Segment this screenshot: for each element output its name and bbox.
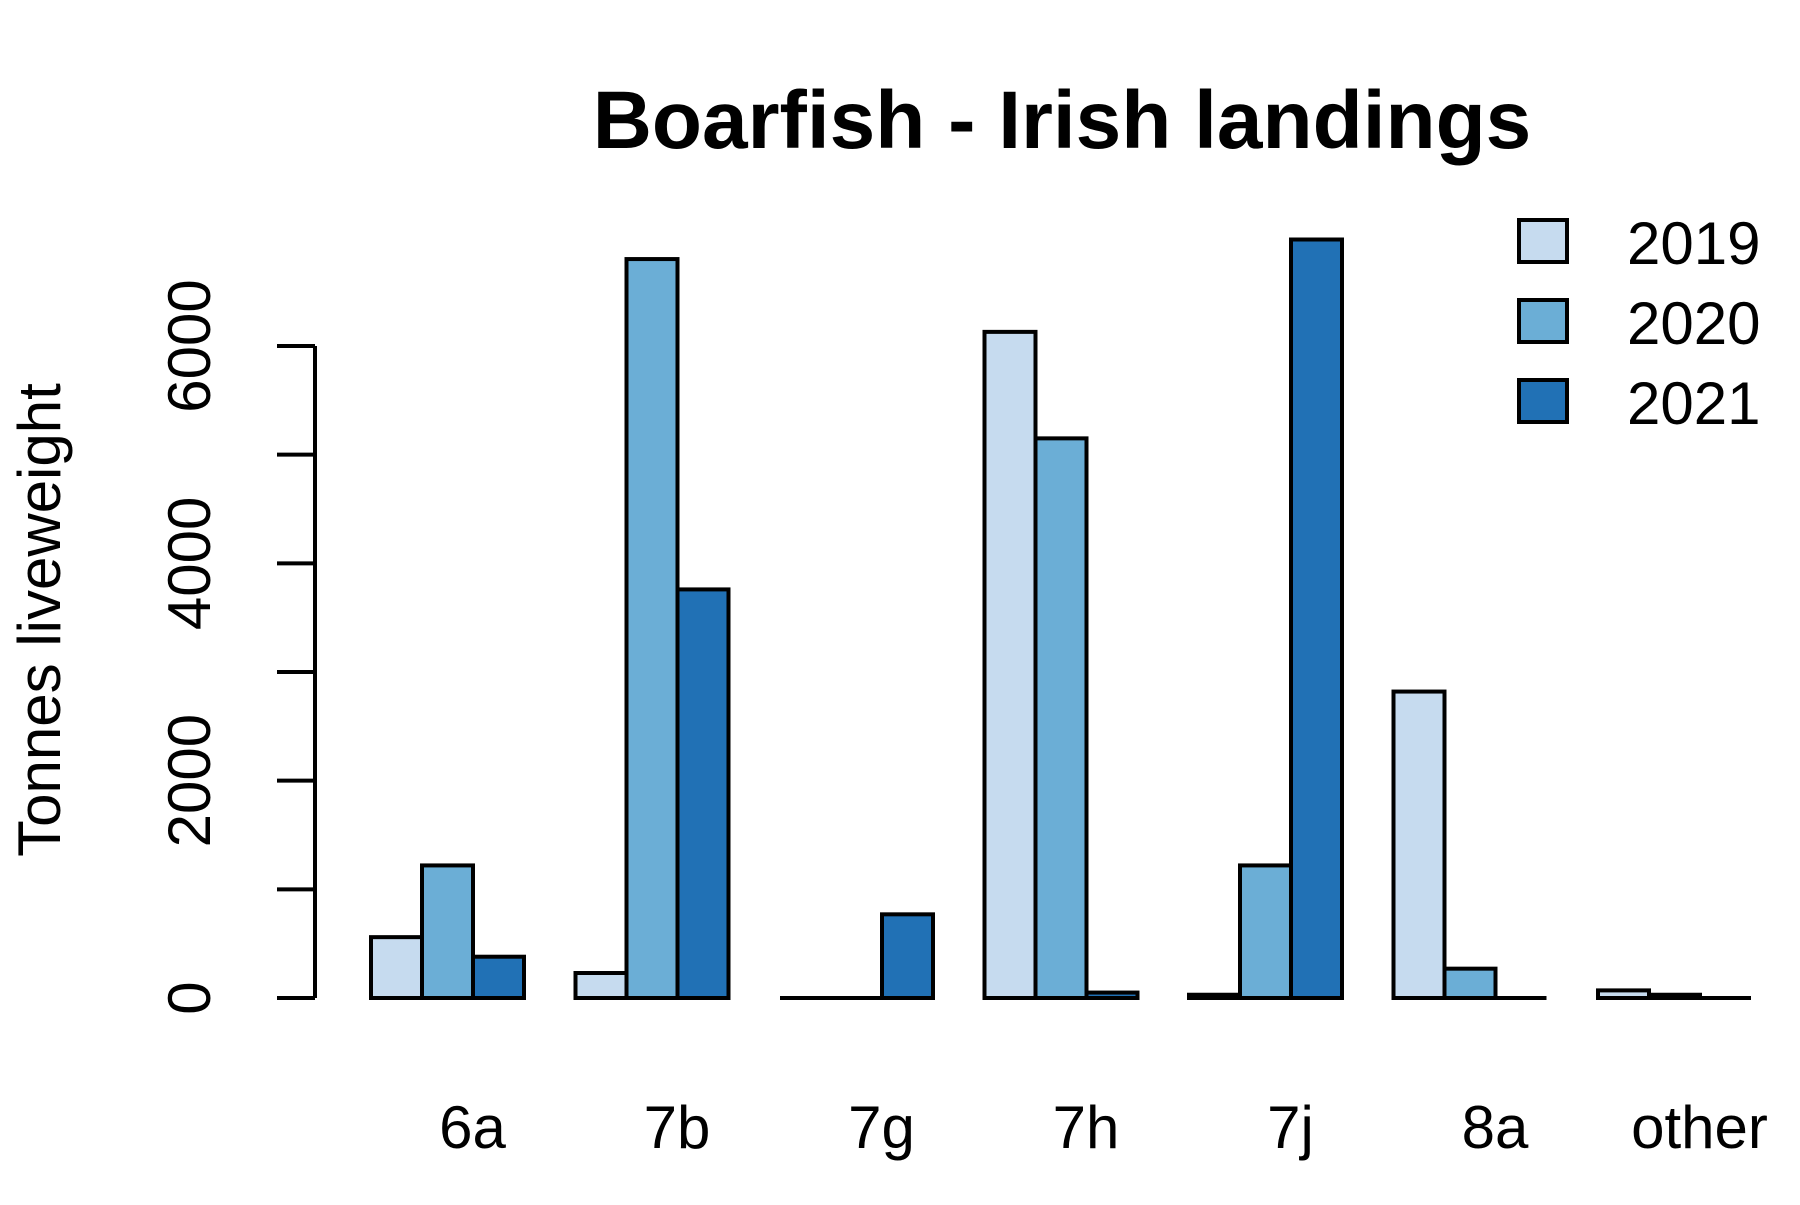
bars-group xyxy=(369,237,1751,1001)
bar-7j-2021 xyxy=(1289,237,1344,1001)
y-tick-label: 6000 xyxy=(156,279,223,412)
legend-swatch-2020 xyxy=(1517,298,1569,344)
bar-7h-2020 xyxy=(1033,436,1089,1001)
bar-other-2019 xyxy=(1596,988,1651,1000)
bar-7b-2020 xyxy=(624,257,680,1001)
x-tick-label: 7b xyxy=(644,1094,711,1161)
y-tick-label: 2000 xyxy=(156,714,223,847)
bar-group-7b xyxy=(573,257,731,1001)
y-tick-label: 4000 xyxy=(156,497,223,630)
bar-group-6a xyxy=(369,863,526,1001)
legend-swatch-2021 xyxy=(1517,378,1569,424)
chart-title: Boarfish - Irish landings xyxy=(593,75,1532,166)
bar-8a-2020 xyxy=(1442,966,1498,1000)
bar-7j-2019 xyxy=(1187,992,1242,1000)
legend-label: 2021 xyxy=(1627,370,1760,437)
x-tick-label: 7g xyxy=(848,1094,915,1161)
legend-swatch-2019 xyxy=(1517,218,1569,264)
bar-group-7j xyxy=(1187,237,1344,1001)
x-axis-labels: 6a 7b 7g 7h 7j 8a other xyxy=(439,1094,1768,1161)
y-axis: 0 2000 4000 6000 xyxy=(156,279,317,1015)
legend-label: 2020 xyxy=(1627,290,1760,357)
bar-other-2020 xyxy=(1647,992,1702,1000)
x-tick-label: other xyxy=(1631,1094,1768,1161)
bar-group-7g xyxy=(780,912,935,1000)
bar-6a-2020 xyxy=(420,863,475,1001)
x-tick-label: 8a xyxy=(1462,1094,1529,1161)
legend-label: 2019 xyxy=(1627,210,1760,277)
x-tick-label: 6a xyxy=(439,1094,506,1161)
bar-7g-2021 xyxy=(880,912,935,1000)
legend: 2019 2020 2021 xyxy=(1517,210,1760,437)
bar-7j-2020 xyxy=(1238,863,1293,1001)
bar-7b-2019 xyxy=(573,971,629,1000)
bar-group-other xyxy=(1596,988,1751,1000)
bar-6a-2019 xyxy=(369,935,424,1000)
bar-6a-2021 xyxy=(471,954,526,1000)
bar-group-7h xyxy=(982,329,1140,1001)
bar-7b-2021 xyxy=(675,587,731,1000)
x-tick-label: 7j xyxy=(1267,1094,1314,1161)
bar-7h-2021 xyxy=(1084,990,1140,1000)
y-tick-label: 0 xyxy=(156,981,223,1014)
bar-7h-2019 xyxy=(982,329,1038,1000)
y-axis-label: Tonnes liveweight xyxy=(6,383,73,857)
bar-8a-2019 xyxy=(1391,689,1447,1000)
x-tick-label: 7h xyxy=(1053,1094,1120,1161)
bar-group-8a xyxy=(1391,689,1547,1000)
